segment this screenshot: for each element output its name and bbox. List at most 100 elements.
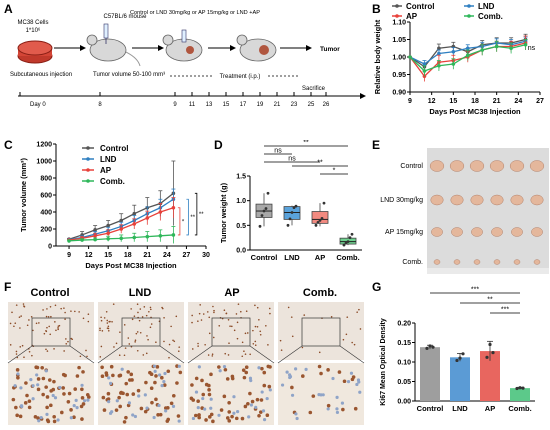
- stained-nucleus: [11, 397, 16, 402]
- stained-nucleus: [330, 315, 333, 318]
- unstained-nucleus: [290, 393, 295, 397]
- unstained-nucleus: [295, 416, 299, 421]
- tumor: [509, 160, 525, 172]
- legend-label: LND: [100, 155, 117, 164]
- stained-nucleus: [50, 315, 52, 318]
- timeline-arrowhead: [360, 93, 366, 99]
- unstained-nucleus: [39, 416, 43, 420]
- stained-nucleus: [193, 413, 198, 418]
- y-tick-label: 1.05: [392, 37, 406, 44]
- tumor: [470, 194, 484, 206]
- stained-nucleus: [124, 415, 128, 420]
- data-point: [348, 236, 352, 240]
- stained-nucleus: [256, 306, 259, 309]
- stained-nucleus: [219, 408, 224, 412]
- stained-nucleus: [246, 401, 250, 406]
- stained-nucleus: [100, 345, 103, 348]
- data-point: [422, 69, 427, 73]
- unstained-nucleus: [222, 365, 227, 369]
- unstained-nucleus: [108, 381, 113, 385]
- stained-nucleus: [130, 308, 132, 310]
- timeline-day-label: 23: [291, 102, 298, 108]
- y-axis-label: Relative body weight: [373, 19, 382, 94]
- mouse-icon: [236, 34, 277, 62]
- unstained-nucleus: [294, 367, 298, 371]
- stained-nucleus: [115, 342, 118, 345]
- stained-nucleus: [80, 396, 85, 400]
- legend-label: Comb.: [100, 177, 125, 186]
- stained-nucleus: [211, 353, 214, 356]
- unstained-nucleus: [304, 367, 308, 371]
- stained-nucleus: [257, 413, 261, 418]
- stained-nucleus: [45, 315, 48, 318]
- stained-nucleus: [86, 355, 88, 358]
- stained-nucleus: [259, 398, 264, 402]
- stained-nucleus: [33, 415, 38, 419]
- stained-nucleus: [224, 352, 227, 355]
- stained-nucleus: [100, 365, 104, 370]
- stained-nucleus: [123, 324, 126, 326]
- tumor-row-label: Control: [400, 163, 423, 170]
- mouse-label: C57BL/6 mouse: [103, 14, 147, 20]
- stained-nucleus: [105, 310, 108, 313]
- stained-nucleus: [109, 364, 114, 369]
- stained-nucleus: [280, 349, 283, 351]
- y-tick-label: 0.5: [236, 223, 246, 230]
- unstained-nucleus: [356, 378, 361, 382]
- stained-nucleus: [208, 415, 212, 419]
- stained-nucleus: [107, 330, 110, 332]
- stained-nucleus: [198, 312, 201, 315]
- stained-nucleus: [222, 394, 227, 399]
- x-tick-label: 27: [183, 252, 191, 259]
- unstained-nucleus: [340, 401, 345, 405]
- unstained-nucleus: [86, 398, 90, 402]
- stained-nucleus: [358, 308, 360, 311]
- unstained-nucleus: [160, 384, 164, 388]
- stained-nucleus: [163, 340, 165, 343]
- stained-nucleus: [52, 414, 56, 419]
- timeline-day0: Day 0: [30, 102, 46, 108]
- zoom-connector: [69, 345, 95, 364]
- x-tick-label: 24: [514, 98, 522, 105]
- stained-nucleus: [243, 404, 248, 409]
- unstained-nucleus: [13, 384, 17, 388]
- stained-nucleus: [197, 320, 199, 322]
- legend-label: Comb.: [478, 12, 503, 21]
- stained-nucleus: [31, 354, 33, 357]
- stained-nucleus: [106, 327, 109, 329]
- data-point: [158, 210, 163, 214]
- data-point: [171, 205, 176, 210]
- data-point: [521, 386, 525, 390]
- data-point: [171, 233, 176, 237]
- stained-nucleus: [208, 332, 211, 335]
- stained-nucleus: [175, 315, 178, 318]
- data-point: [106, 223, 110, 228]
- data-point: [346, 240, 350, 244]
- tumor: [429, 160, 445, 172]
- stained-nucleus: [162, 383, 167, 387]
- stained-nucleus: [225, 312, 228, 315]
- stained-nucleus: [118, 354, 121, 357]
- stained-nucleus: [36, 387, 41, 392]
- y-tick-label: 0.10: [397, 360, 411, 367]
- stained-nucleus: [28, 350, 31, 353]
- stained-nucleus: [14, 322, 17, 325]
- stained-nucleus: [211, 355, 214, 357]
- y-tick-label: 0: [48, 244, 52, 251]
- tumor: [471, 227, 483, 237]
- data-point: [288, 217, 292, 221]
- tumor-row-label: Comb.: [402, 259, 423, 266]
- legend-marker: [86, 146, 90, 150]
- stained-nucleus: [49, 306, 52, 308]
- sacrifice-label: Sacrifice: [302, 86, 326, 92]
- stained-nucleus: [42, 309, 44, 311]
- stained-nucleus: [207, 388, 211, 392]
- unstained-nucleus: [31, 397, 35, 401]
- stained-nucleus: [356, 311, 358, 313]
- legend-label: LND: [478, 2, 495, 11]
- stained-nucleus: [149, 386, 154, 390]
- unstained-nucleus: [36, 383, 40, 387]
- stained-nucleus: [155, 365, 160, 369]
- zoom-connector: [7, 345, 33, 364]
- data-point: [266, 191, 270, 195]
